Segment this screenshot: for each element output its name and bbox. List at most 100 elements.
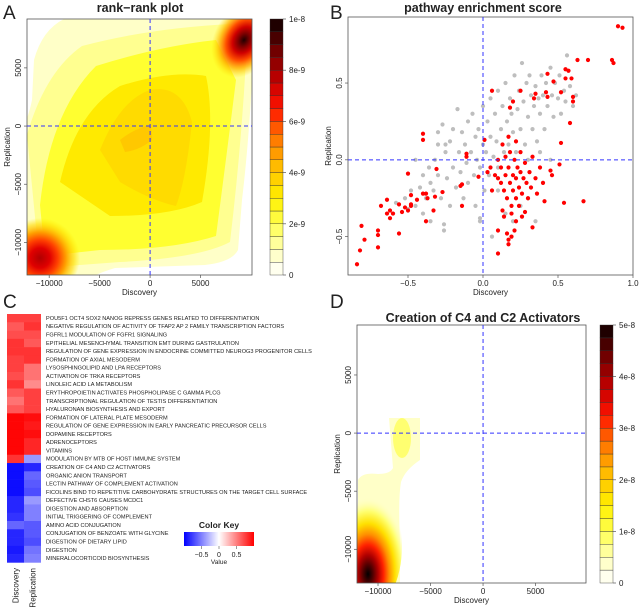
heatmap-cell [24, 363, 41, 373]
gray-point [483, 150, 489, 155]
gray-point [537, 111, 543, 116]
colorbar-tick-label: 5e-8 [619, 321, 636, 330]
gray-point [420, 173, 426, 178]
row-label: MINERALOCORTICOID BIOSYNTHESIS [46, 556, 150, 562]
gray-point [542, 127, 547, 132]
red-point [375, 232, 381, 238]
red-point [506, 237, 511, 242]
red-point [423, 219, 429, 224]
red-point [510, 188, 516, 193]
gray-point [500, 103, 505, 109]
gray-point [531, 103, 537, 109]
gray-point [518, 127, 523, 132]
heatmap-cell [7, 471, 24, 480]
red-point [354, 262, 360, 267]
row-label: FGFRL1 MODULATION OF FGFR1 SIGNALING [46, 333, 167, 339]
gray-point [431, 188, 436, 193]
red-point [533, 91, 538, 96]
y-axis-label: Replication [333, 434, 342, 474]
red-point [396, 202, 402, 207]
red-point [495, 176, 501, 181]
row-labels: POU5F1 OCT4 SOX2 NANOG REPRESS GENES REL… [46, 316, 312, 562]
red-point [507, 180, 513, 185]
colorbar-level [269, 236, 284, 250]
colorbar-tick-label: 2e-8 [619, 476, 636, 485]
y-tick-label: −0.5 [335, 228, 344, 244]
x-axis-label: Discovery [473, 288, 508, 297]
red-point [420, 137, 426, 142]
gray-point [539, 73, 544, 78]
red-point [524, 180, 529, 185]
colorbar-level [599, 492, 614, 506]
gray-point [426, 165, 432, 170]
red-point [513, 176, 519, 181]
row-label: AMINO ACID CONJUGATION [46, 523, 121, 529]
gray-point [441, 228, 447, 233]
red-point [420, 131, 426, 136]
heatmap-cell [24, 314, 41, 323]
heatmap-cell [24, 388, 41, 398]
gray-point [506, 142, 511, 147]
red-point [558, 90, 564, 95]
red-point [434, 166, 439, 172]
gray-point [420, 211, 426, 216]
red-point [459, 203, 465, 208]
color-key-gradient [184, 532, 254, 546]
gray-point [444, 176, 450, 181]
red-point [506, 242, 511, 247]
gray-point [555, 96, 561, 101]
color-key: Color Key Value −0.5 0 0.5 [184, 520, 254, 566]
colorbar-level [599, 324, 614, 339]
red-point [384, 197, 390, 202]
x-tick-label: 0 [481, 587, 486, 596]
heatmap-cell [24, 438, 41, 447]
gray-point [533, 219, 538, 224]
gray-point [465, 180, 471, 185]
red-point [509, 211, 514, 216]
axes: −10000 −5000 0 5000 −10000 −5000 0 5000 Discover… [3, 15, 306, 297]
gray-point [477, 216, 483, 221]
gray-point [551, 114, 556, 119]
colorbar-level [269, 159, 284, 173]
red-point [533, 176, 538, 181]
red-point [513, 139, 519, 144]
colorbar-level [599, 440, 614, 455]
row-label: LINOLEIC ACID LA METABOLISM [46, 382, 132, 388]
colorbar-level [269, 262, 284, 276]
red-point [498, 165, 504, 170]
gray-point [524, 80, 529, 86]
red-point [570, 94, 576, 99]
row-label: DEFECTIVE CHST6 CAUSES MCDC1 [46, 498, 143, 504]
red-point [530, 154, 535, 159]
heatmap-cell [7, 396, 24, 406]
heatmap-cell [24, 471, 41, 480]
gray-point [450, 165, 456, 170]
heatmap-cell [24, 454, 41, 464]
gray-point [521, 99, 526, 104]
gray-point [428, 219, 433, 224]
red-point [506, 165, 511, 170]
column-label: Discovery [12, 568, 21, 603]
gray-point [509, 111, 514, 116]
y-tick-label: −5000 [344, 479, 353, 502]
gray-point [435, 173, 441, 178]
heatmap-cell [7, 314, 24, 323]
row-label: ERYTHROPOIETIN ACTIVATES PHOSPHOLIPASE C… [46, 390, 221, 396]
plot-frame [26, 18, 253, 276]
heatmap-cell [7, 413, 24, 422]
heatmap-cell [24, 396, 41, 406]
colorbar-tick-label: 4e-8 [619, 373, 636, 382]
y-tick-label: −10000 [14, 228, 23, 255]
row-label: FICOLINS BIND TO REPETITIVE CARBOHYDRATE… [46, 490, 307, 496]
gray-point [461, 196, 466, 201]
heatmap-cell [24, 413, 41, 422]
y-tick-label: 0.5 [335, 77, 344, 89]
red-point [542, 199, 547, 204]
chart-title: Creation of C4 and C2 Activators [386, 311, 581, 325]
red-point [540, 180, 546, 185]
heatmap-cell [24, 529, 41, 538]
red-point [513, 196, 519, 201]
gray-point [525, 114, 531, 119]
colorbar-level [599, 479, 614, 493]
gray-point [530, 127, 535, 132]
